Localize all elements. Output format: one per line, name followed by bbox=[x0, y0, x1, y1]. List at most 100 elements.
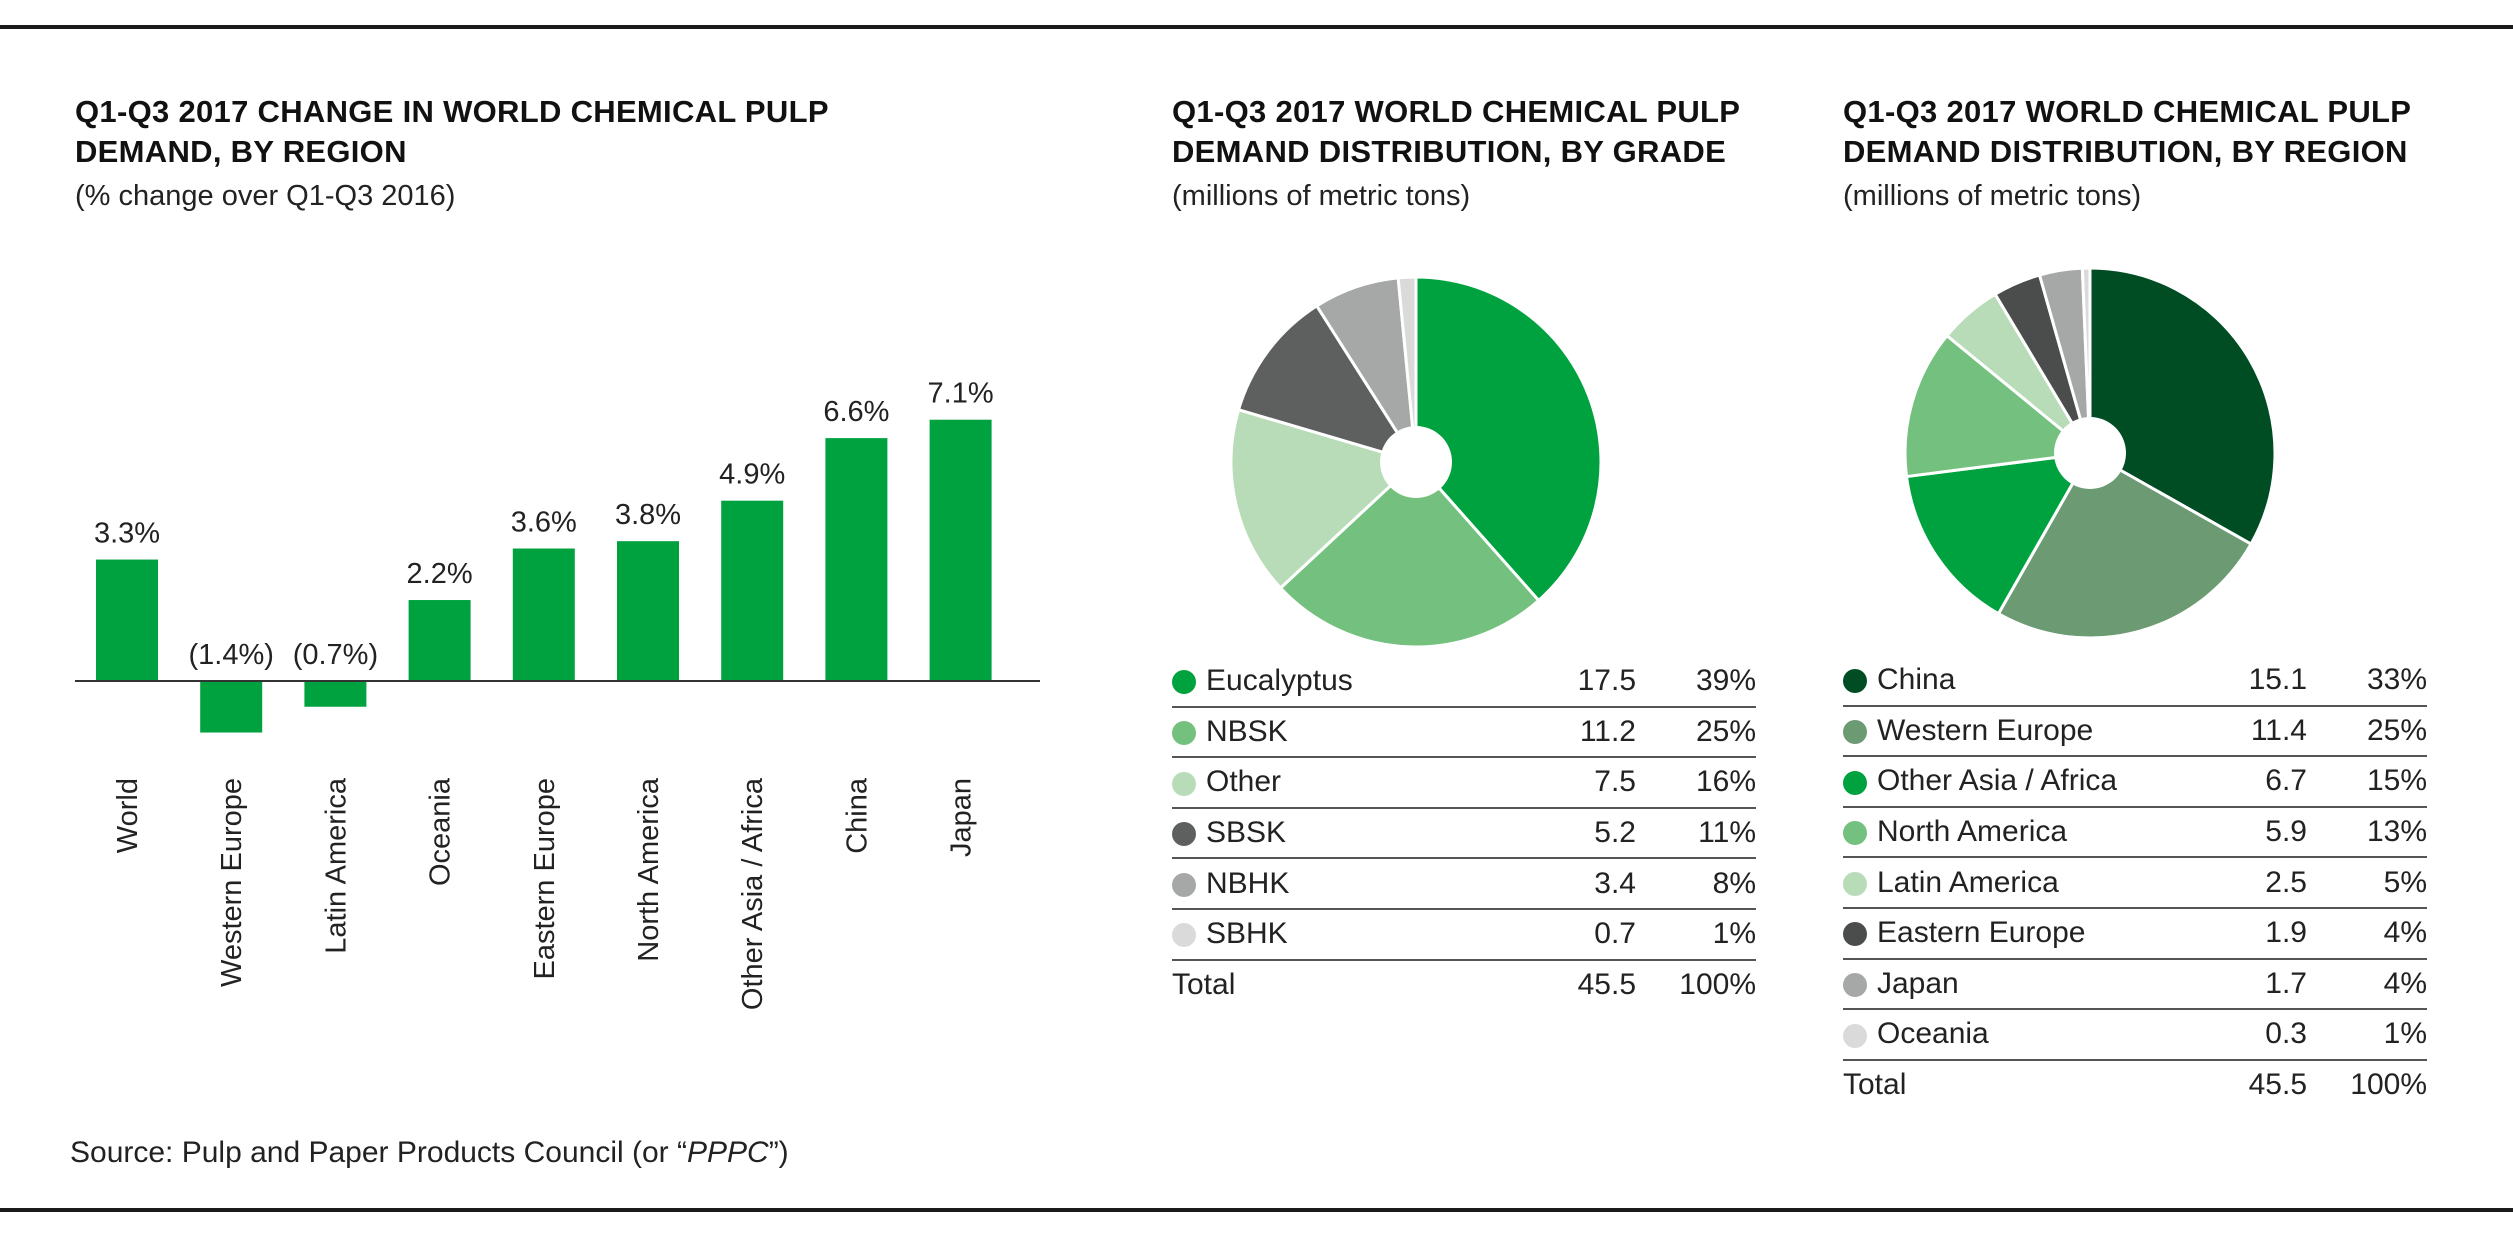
legend-row: North America 5.9 13% bbox=[1843, 806, 2427, 859]
pie-slice-sbhk bbox=[1396, 275, 1418, 464]
legend-swatch bbox=[1172, 923, 1196, 948]
pie-center-hole bbox=[2054, 417, 2126, 489]
legend-percent: 13% bbox=[2307, 806, 2427, 859]
legend-value: 15.1 bbox=[2217, 656, 2307, 707]
legend-label: Other bbox=[1206, 757, 1546, 809]
legend-label: China bbox=[1877, 656, 2217, 707]
bar-data-label: 6.6% bbox=[823, 396, 889, 428]
grade-pie-title-line-1: Q1-Q3 2017 WORLD CHEMICAL PULP bbox=[1172, 94, 1741, 129]
pie-slice-eucalyptus bbox=[1414, 275, 1603, 602]
legend-swatch bbox=[1843, 770, 1867, 795]
legend-percent: 15% bbox=[2307, 756, 2427, 808]
source-note: Source: Pulp and Paper Products Council … bbox=[70, 1136, 789, 1170]
legend-swatch bbox=[1843, 922, 1867, 947]
bar-world bbox=[96, 559, 158, 681]
bar-data-label: 3.8% bbox=[615, 499, 681, 531]
legend-swatch-cell bbox=[1843, 958, 1877, 1011]
legend-swatch-cell bbox=[1172, 657, 1206, 708]
legend-value: 2.5 bbox=[2217, 857, 2307, 909]
legend-swatch-cell bbox=[1172, 757, 1206, 809]
bar-chart-title-line-2: DEMAND, BY REGION bbox=[75, 134, 407, 169]
legend-percent: 8% bbox=[1636, 858, 1756, 910]
legend-row: Japan 1.7 4% bbox=[1843, 958, 2427, 1011]
bar-data-label: 3.6% bbox=[511, 507, 577, 539]
source-abbr: PPPC bbox=[686, 1136, 769, 1169]
legend-row: SBSK 5.2 11% bbox=[1172, 807, 1756, 860]
bar-data-label: (1.4%) bbox=[188, 639, 273, 671]
legend-swatch bbox=[1843, 669, 1867, 694]
legend-swatch-cell bbox=[1172, 807, 1206, 860]
bar-category-label: Japan bbox=[946, 778, 978, 857]
legend-swatch-cell bbox=[1172, 858, 1206, 910]
legend-total-value: 45.5 bbox=[2248, 1068, 2307, 1102]
legend-value: 11.2 bbox=[1546, 706, 1636, 759]
grade-pie-chart bbox=[1229, 275, 1603, 649]
legend-value: 0.3 bbox=[2217, 1009, 2307, 1061]
legend-total-percent: 100% bbox=[2350, 1068, 2427, 1102]
legend-swatch bbox=[1843, 719, 1867, 744]
bar-data-label: 4.9% bbox=[719, 459, 785, 491]
legend-percent: 39% bbox=[1636, 657, 1756, 708]
legend-total-row: Total 45.5 100% bbox=[1172, 960, 1756, 1010]
legend-swatch bbox=[1843, 821, 1867, 846]
bar-data-label: 3.3% bbox=[94, 518, 160, 550]
bottom-rule bbox=[0, 1208, 2513, 1212]
legend-swatch-cell bbox=[1843, 705, 1877, 758]
legend-swatch-cell bbox=[1843, 806, 1877, 859]
legend-value: 0.7 bbox=[1546, 908, 1636, 961]
bar-chart: 3.3% World (1.4%) Western Europe (0.7%) Latin… bbox=[75, 378, 1040, 1010]
bar-category-label: Oceania bbox=[425, 777, 457, 886]
region-legend-table: China 15.1 33% Western Europe 11.4 25% Other A… bbox=[1843, 656, 2427, 1109]
legend-swatch-cell bbox=[1172, 908, 1206, 961]
legend-value: 6.7 bbox=[2217, 756, 2307, 808]
pie-slice-sbsk bbox=[1237, 304, 1418, 464]
bar-oceania bbox=[408, 600, 471, 681]
legend-value: 1.7 bbox=[2217, 958, 2307, 1011]
legend-row: China 15.1 33% bbox=[1843, 656, 2427, 707]
pie-slice-nbsk bbox=[1279, 460, 1541, 649]
bar-data-label: (0.7%) bbox=[293, 639, 378, 671]
legend-label: Japan bbox=[1877, 958, 2217, 1011]
bar-china bbox=[825, 438, 888, 681]
legend-value: 3.4 bbox=[1546, 858, 1636, 910]
legend-value: 7.5 bbox=[1546, 757, 1636, 809]
legend-row: NBSK 11.2 25% bbox=[1172, 706, 1756, 759]
legend-total-percent: 100% bbox=[1679, 967, 1756, 1001]
legend-row: SBHK 0.7 1% bbox=[1172, 908, 1756, 961]
bar-north-america bbox=[617, 541, 679, 681]
region-pie-title-line-2: DEMAND DISTRIBUTION, BY REGION bbox=[1843, 134, 2408, 169]
pie-slice-other-asia-africa bbox=[1905, 451, 2092, 616]
legend-row: Western Europe 11.4 25% bbox=[1843, 705, 2427, 758]
legend-value: 1.9 bbox=[2217, 907, 2307, 960]
legend-swatch-cell bbox=[1843, 1009, 1877, 1061]
bar-category-label: Eastern Europe bbox=[529, 778, 561, 980]
bar-category-label: Latin America bbox=[320, 777, 352, 954]
pie-slice-other bbox=[1229, 408, 1418, 590]
legend-swatch bbox=[1843, 1023, 1867, 1048]
grade-pie-subtitle: (millions of metric tons) bbox=[1172, 180, 1471, 212]
legend-label: North America bbox=[1877, 806, 2217, 859]
legend-label: SBHK bbox=[1206, 908, 1546, 961]
legend-row: Oceania 0.3 1% bbox=[1843, 1009, 2427, 1061]
legend-row: Eastern Europe 1.9 4% bbox=[1843, 907, 2427, 960]
legend-swatch-cell bbox=[1843, 756, 1877, 808]
pie-slice-north-america bbox=[1903, 334, 2092, 479]
legend-percent: 33% bbox=[2307, 656, 2427, 707]
pie-center-hole bbox=[1380, 426, 1452, 498]
legend-swatch bbox=[1172, 872, 1196, 897]
legend-percent: 25% bbox=[2307, 705, 2427, 758]
bar-category-label: World bbox=[112, 778, 144, 853]
legend-percent: 25% bbox=[1636, 706, 1756, 759]
region-pie-title: Q1-Q3 2017 WORLD CHEMICAL PULP DEMAND DI… bbox=[1843, 92, 2411, 172]
region-pie-subtitle: (millions of metric tons) bbox=[1843, 180, 2142, 212]
bar-data-label: 2.2% bbox=[407, 558, 473, 590]
legend-value: 17.5 bbox=[1546, 657, 1636, 708]
legend-value: 5.9 bbox=[2217, 806, 2307, 859]
legend-swatch bbox=[1172, 670, 1196, 695]
legend-label: SBSK bbox=[1206, 807, 1546, 860]
bar-category-label: China bbox=[841, 777, 873, 854]
bar-chart-title-line-1: Q1-Q3 2017 CHANGE IN WORLD CHEMICAL PULP bbox=[75, 94, 829, 129]
source-suffix: ”) bbox=[768, 1136, 789, 1169]
legend-label: NBHK bbox=[1206, 858, 1546, 910]
legend-value: 11.4 bbox=[2217, 705, 2307, 758]
